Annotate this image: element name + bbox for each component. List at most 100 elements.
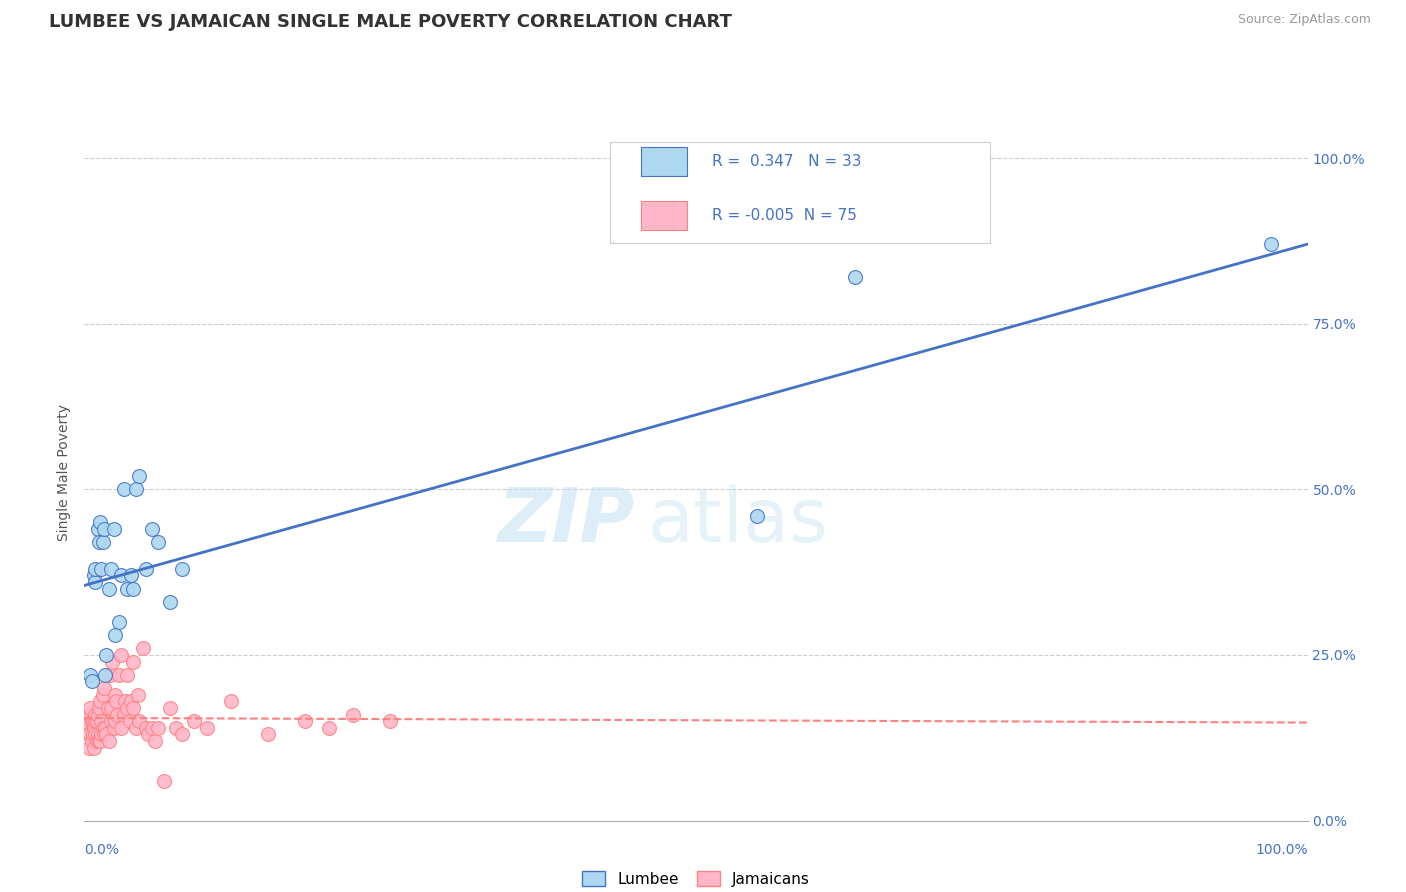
Legend: Lumbee, Jamaicans: Lumbee, Jamaicans — [576, 865, 815, 892]
Point — [103, 522, 125, 536]
Point — [146, 535, 169, 549]
Point — [80, 714, 103, 729]
Point — [84, 562, 107, 576]
Point — [172, 562, 194, 576]
Point — [87, 734, 110, 748]
Text: R =  0.347   N = 33: R = 0.347 N = 33 — [711, 154, 862, 169]
Point — [79, 668, 101, 682]
Point — [82, 714, 104, 729]
Point — [257, 727, 280, 741]
Point — [135, 562, 157, 576]
Point — [122, 701, 145, 715]
Point — [90, 714, 112, 729]
Point — [84, 575, 107, 590]
Point — [84, 727, 107, 741]
Point — [141, 721, 163, 735]
Point — [128, 469, 150, 483]
Point — [104, 628, 127, 642]
Point — [136, 727, 159, 741]
Point — [87, 701, 110, 715]
Point — [94, 668, 117, 682]
Point — [120, 694, 142, 708]
Point — [115, 668, 138, 682]
Point — [80, 674, 103, 689]
Point — [91, 688, 114, 702]
Y-axis label: Single Male Poverty: Single Male Poverty — [58, 404, 72, 541]
Point — [112, 707, 135, 722]
Point — [84, 714, 107, 729]
Point — [79, 707, 101, 722]
Point — [77, 740, 100, 755]
Text: Source: ZipAtlas.com: Source: ZipAtlas.com — [1237, 13, 1371, 27]
Point — [114, 694, 136, 708]
Point — [84, 707, 107, 722]
Point — [94, 721, 117, 735]
Text: 100.0%: 100.0% — [1256, 843, 1308, 857]
Point — [104, 714, 127, 729]
FancyBboxPatch shape — [641, 147, 688, 177]
Point — [128, 714, 150, 729]
Point — [77, 714, 100, 729]
Point — [165, 721, 187, 735]
Point — [112, 483, 135, 497]
Point — [91, 721, 114, 735]
Point — [98, 668, 121, 682]
Point — [110, 648, 132, 662]
Point — [1260, 237, 1282, 252]
FancyBboxPatch shape — [641, 201, 688, 230]
Point — [318, 721, 340, 735]
Point — [107, 668, 129, 682]
Point — [153, 773, 176, 788]
Point — [125, 721, 148, 735]
Point — [77, 727, 100, 741]
Point — [110, 568, 132, 582]
Point — [146, 721, 169, 735]
Point — [105, 694, 128, 708]
Point — [107, 615, 129, 629]
Point — [101, 655, 124, 669]
Point — [342, 707, 364, 722]
Point — [77, 707, 100, 722]
Point — [91, 535, 114, 549]
Point — [122, 582, 145, 596]
Point — [143, 734, 166, 748]
Point — [79, 727, 101, 741]
Point — [83, 740, 105, 755]
Point — [97, 734, 120, 748]
Point — [105, 707, 128, 722]
Point — [93, 727, 115, 741]
Text: LUMBEE VS JAMAICAN SINGLE MALE POVERTY CORRELATION CHART: LUMBEE VS JAMAICAN SINGLE MALE POVERTY C… — [49, 13, 733, 31]
Point — [87, 707, 110, 722]
Point — [159, 701, 181, 715]
Point — [97, 582, 120, 596]
Point — [93, 522, 115, 536]
Point — [89, 694, 111, 708]
Point — [87, 727, 110, 741]
Point — [132, 641, 155, 656]
Point — [89, 734, 111, 748]
Point — [87, 522, 110, 536]
Point — [97, 701, 120, 715]
Point — [103, 721, 125, 735]
Point — [86, 714, 108, 729]
Point — [89, 516, 111, 530]
FancyBboxPatch shape — [610, 142, 990, 244]
Point — [127, 688, 149, 702]
Point — [87, 535, 110, 549]
Point — [219, 694, 242, 708]
Point — [141, 522, 163, 536]
Text: atlas: atlas — [647, 485, 828, 558]
Point — [90, 562, 112, 576]
Point — [122, 655, 145, 669]
Point — [125, 483, 148, 497]
Point — [195, 721, 218, 735]
Point — [115, 582, 138, 596]
Point — [159, 595, 181, 609]
Point — [100, 701, 122, 715]
Text: R = -0.005  N = 75: R = -0.005 N = 75 — [711, 208, 856, 223]
Text: 0.0%: 0.0% — [84, 843, 120, 857]
Point — [83, 721, 105, 735]
Point — [96, 727, 118, 741]
Point — [110, 721, 132, 735]
Point — [135, 721, 157, 735]
